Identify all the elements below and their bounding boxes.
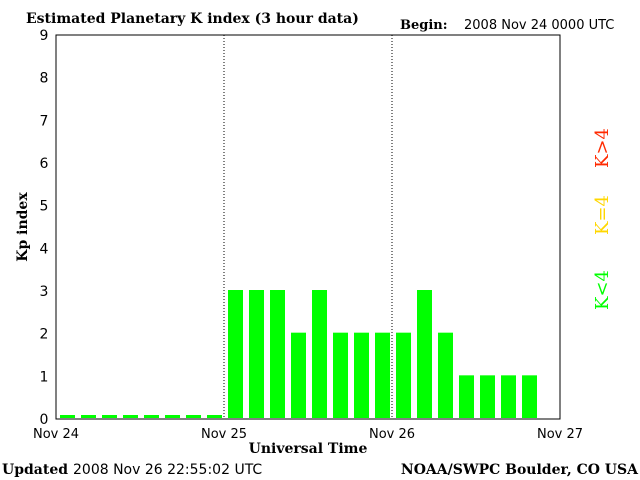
updated-label: Updated — [2, 462, 68, 478]
y-tick-labels: 0 1 2 3 4 5 6 7 8 9 — [40, 28, 49, 428]
y-tick-label: 9 — [40, 28, 49, 44]
legend-k-equal-4: K=4 — [592, 195, 613, 235]
y-tick-label: 4 — [40, 241, 49, 257]
x-tick-label: Nov 24 — [33, 427, 79, 442]
grid-layer — [223, 35, 393, 419]
kp-bar — [60, 415, 75, 418]
kp-bar — [102, 415, 117, 418]
legend-k-greater-4: K>4 — [592, 128, 613, 168]
kp-bar — [291, 332, 306, 418]
y-axis-label: Kp index — [15, 192, 31, 262]
y-tick-label: 1 — [40, 369, 49, 385]
kp-bar — [228, 290, 243, 418]
kp-bar — [333, 332, 348, 418]
y-tick-label: 0 — [40, 412, 49, 428]
y-tick-label: 3 — [40, 284, 49, 300]
kp-bar — [312, 290, 327, 418]
plot-frame — [55, 34, 561, 420]
kp-bar — [375, 332, 390, 418]
chart-title: Estimated Planetary K index (3 hour data… — [26, 11, 359, 27]
source-credit: NOAA/SWPC Boulder, CO USA — [401, 462, 639, 478]
kp-bar — [165, 415, 180, 418]
kp-bar — [144, 415, 159, 418]
legend-k-less-4: K<4 — [592, 270, 613, 310]
kp-bar — [438, 332, 453, 418]
y-tick-label: 7 — [40, 113, 49, 129]
x-tick-label: Nov 26 — [369, 427, 415, 442]
kp-bar — [501, 375, 516, 418]
updated-value: 2008 Nov 26 22:55:02 UTC — [73, 462, 262, 478]
x-tick-labels: Nov 24 Nov 25 Nov 26 Nov 27 — [33, 427, 583, 442]
x-axis-label: Universal Time — [249, 441, 368, 457]
kp-bar — [417, 290, 432, 418]
y-tick-label: 2 — [40, 327, 49, 343]
x-tick-label: Nov 25 — [201, 427, 247, 442]
y-tick-label: 8 — [40, 71, 49, 87]
kp-bar — [480, 375, 495, 418]
kp-bar — [249, 290, 264, 418]
x-tick-label: Nov 27 — [537, 427, 583, 442]
begin-label: Begin: — [400, 18, 448, 33]
kp-bar — [270, 290, 285, 418]
kp-bar — [522, 375, 537, 418]
kp-bar — [207, 415, 222, 418]
kp-bar — [459, 375, 474, 418]
y-tick-label: 5 — [40, 199, 49, 215]
kp-bar — [186, 415, 201, 418]
y-tick-label: 6 — [40, 156, 49, 172]
kp-bar — [123, 415, 138, 418]
bars-layer — [60, 290, 537, 418]
begin-value: 2008 Nov 24 0000 UTC — [464, 18, 614, 33]
kp-bar — [354, 332, 369, 418]
kp-bar — [396, 332, 411, 418]
kp-bar — [81, 415, 96, 418]
